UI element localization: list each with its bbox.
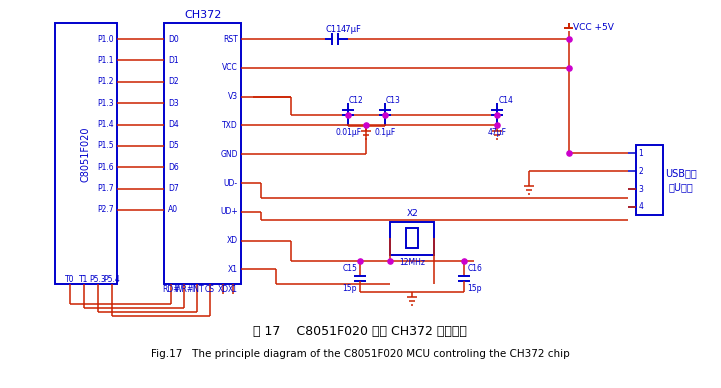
Text: C13: C13	[386, 96, 401, 105]
Text: D7: D7	[169, 184, 179, 193]
Text: V3: V3	[228, 92, 238, 101]
Text: P1.7: P1.7	[97, 184, 114, 193]
Text: RST: RST	[223, 35, 238, 43]
Point	[562, 36, 574, 42]
Text: P5.3: P5.3	[89, 275, 106, 284]
Text: 0.01μF: 0.01μF	[335, 128, 361, 137]
Text: INT: INT	[191, 285, 203, 294]
Text: P1.5: P1.5	[97, 141, 114, 150]
Text: D5: D5	[169, 141, 179, 150]
Text: P5.4: P5.4	[103, 275, 120, 284]
Text: D0: D0	[169, 35, 179, 43]
Text: 4: 4	[639, 203, 643, 211]
Text: WR#: WR#	[174, 285, 194, 294]
Text: C12: C12	[349, 96, 364, 105]
Point	[562, 150, 574, 156]
Text: 47μF: 47μF	[340, 25, 361, 34]
Text: P1.2: P1.2	[97, 77, 114, 86]
Point	[379, 111, 391, 118]
Text: T0: T0	[66, 275, 75, 284]
Point	[354, 257, 366, 263]
Text: UD-: UD-	[224, 178, 238, 187]
Text: XD: XD	[218, 285, 229, 294]
Text: P2.7: P2.7	[97, 205, 114, 215]
Point	[459, 257, 470, 263]
Bar	[56, 23, 117, 284]
Text: P1.1: P1.1	[97, 56, 114, 65]
Text: UD+: UD+	[220, 207, 238, 217]
Text: D4: D4	[169, 120, 179, 129]
Text: （U盘）: （U盘）	[668, 182, 693, 192]
Text: P1.4: P1.4	[97, 120, 114, 129]
Text: P1.6: P1.6	[97, 163, 114, 172]
Text: 47μF: 47μF	[487, 128, 507, 137]
Text: XD: XD	[227, 236, 238, 245]
Text: C15: C15	[342, 264, 357, 273]
Text: D1: D1	[169, 56, 179, 65]
Text: C16: C16	[467, 264, 482, 273]
Text: T1: T1	[79, 275, 89, 284]
Text: 15p: 15p	[342, 284, 357, 293]
Text: 3: 3	[639, 185, 643, 194]
Text: USB设备: USB设备	[665, 168, 696, 178]
Bar	[636, 146, 663, 215]
Point	[562, 65, 574, 71]
Text: CH372: CH372	[184, 10, 221, 20]
Text: CS: CS	[205, 285, 215, 294]
Text: TXD: TXD	[222, 121, 238, 130]
Text: C11: C11	[325, 25, 341, 34]
Text: D2: D2	[169, 77, 179, 86]
Point	[342, 111, 354, 118]
Bar	[390, 222, 435, 255]
Text: P1.3: P1.3	[97, 99, 114, 107]
Text: 0.1μF: 0.1μF	[374, 128, 395, 137]
Text: GND: GND	[221, 150, 238, 159]
Text: RD#: RD#	[162, 285, 180, 294]
Text: 15p: 15p	[467, 284, 482, 293]
Text: P1.0: P1.0	[97, 35, 114, 43]
Bar	[406, 228, 418, 248]
Text: A0: A0	[169, 205, 179, 215]
Point	[384, 257, 396, 263]
Text: X1: X1	[228, 285, 238, 294]
Text: 12MHz: 12MHz	[399, 258, 425, 267]
Text: X2: X2	[406, 210, 418, 218]
Text: 图 17    C8051F020 控制 CH372 的原理图: 图 17 C8051F020 控制 CH372 的原理图	[253, 324, 467, 338]
Text: X1: X1	[228, 265, 238, 274]
Text: C8051F020: C8051F020	[81, 126, 91, 182]
Text: C14: C14	[499, 96, 514, 105]
Bar	[164, 23, 241, 284]
Point	[491, 111, 503, 118]
Point	[491, 122, 503, 128]
Point	[360, 122, 372, 128]
Text: D6: D6	[169, 163, 179, 172]
Text: VCC +5V: VCC +5V	[573, 23, 614, 32]
Text: 2: 2	[639, 167, 643, 176]
Text: Fig.17   The principle diagram of the C8051F020 MCU controling the CH372 chip: Fig.17 The principle diagram of the C805…	[151, 349, 570, 359]
Text: 1: 1	[639, 149, 643, 158]
Text: VCC: VCC	[222, 63, 238, 73]
Text: D3: D3	[169, 99, 179, 107]
